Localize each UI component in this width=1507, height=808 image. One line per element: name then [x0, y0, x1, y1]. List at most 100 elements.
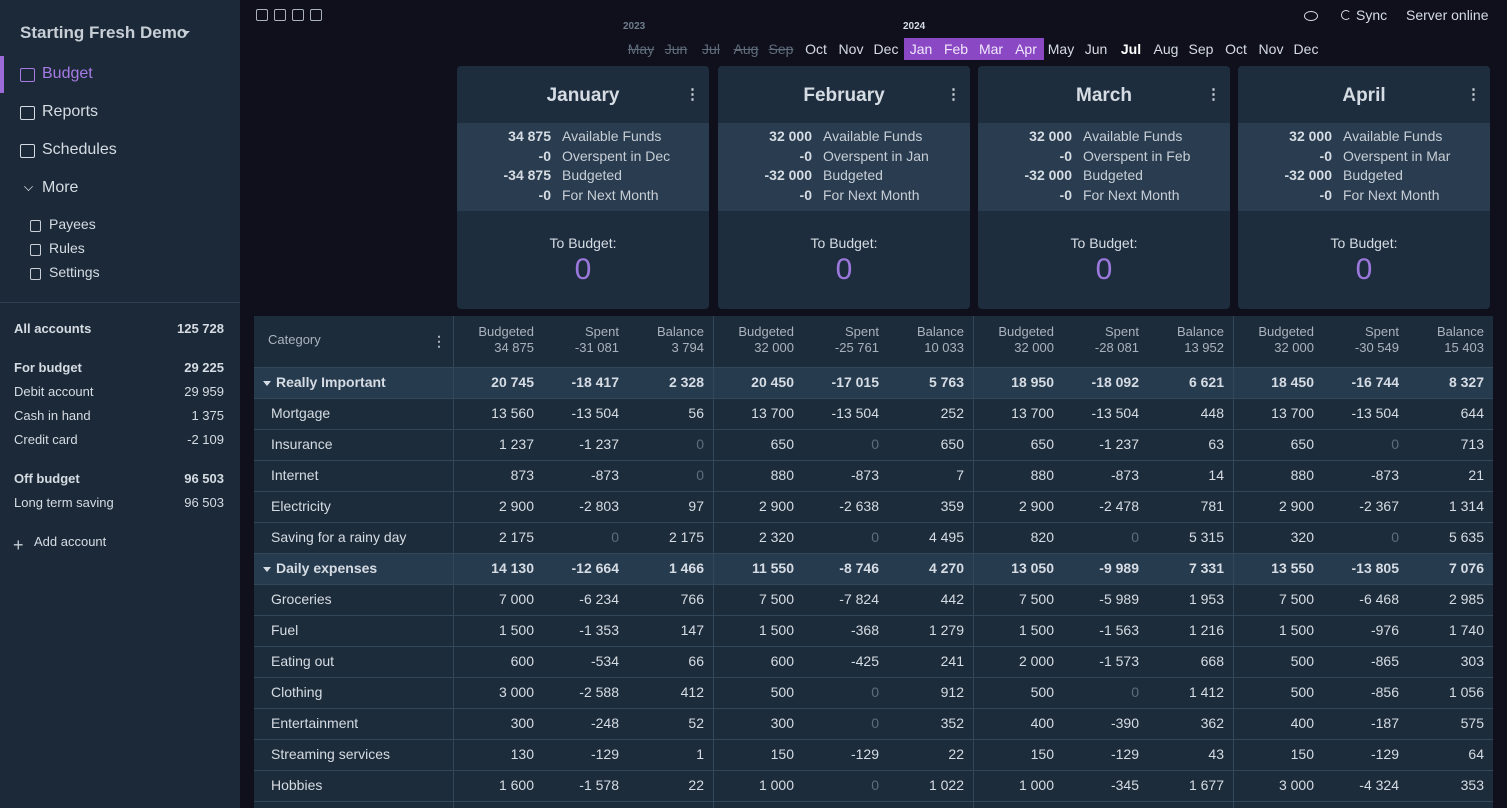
view-icon[interactable]: [274, 9, 286, 21]
category-amount[interactable]: 1 237: [498, 436, 534, 452]
nav-item[interactable]: Budget: [42, 65, 93, 82]
to-budget-value[interactable]: 0: [1355, 253, 1373, 286]
category-amount[interactable]: 13 700: [1011, 405, 1054, 421]
account-name[interactable]: Long term saving: [14, 495, 114, 510]
category-name[interactable]: Mortgage: [271, 405, 331, 421]
account-name[interactable]: Credit card: [14, 432, 78, 447]
category-amount[interactable]: 7 500: [1018, 591, 1054, 607]
category-amount[interactable]: 7 000: [498, 591, 534, 607]
month-button[interactable]: Apr: [1015, 41, 1037, 57]
account-name[interactable]: Debit account: [14, 384, 94, 399]
category-amount[interactable]: 500: [770, 684, 794, 700]
month-button[interactable]: Nov: [1258, 41, 1284, 57]
account-name[interactable]: Cash in hand: [14, 408, 91, 423]
category-amount[interactable]: 130: [510, 746, 534, 762]
month-button[interactable]: Aug: [1153, 41, 1179, 57]
month-button[interactable]: May: [627, 41, 655, 57]
category-amount[interactable]: 400: [1030, 715, 1054, 731]
sub-nav-item[interactable]: Rules: [49, 240, 85, 256]
month-button[interactable]: Mar: [978, 41, 1004, 57]
category-amount[interactable]: 650: [1290, 436, 1314, 452]
month-button[interactable]: Jan: [909, 41, 933, 57]
category-amount[interactable]: 150: [770, 746, 794, 762]
category-amount[interactable]: 650: [770, 436, 794, 452]
category-amount[interactable]: 2 000: [1018, 653, 1054, 669]
category-amount[interactable]: 13 700: [751, 405, 794, 421]
category-amount[interactable]: 650: [1030, 436, 1054, 452]
view-icon[interactable]: [256, 9, 268, 21]
server-status[interactable]: Server online: [1406, 7, 1489, 23]
account-group-name[interactable]: For budget: [14, 360, 82, 375]
category-amount[interactable]: 320: [1290, 529, 1314, 545]
category-amount[interactable]: 300: [510, 715, 534, 731]
category-amount[interactable]: 500: [1290, 684, 1314, 700]
to-budget-value[interactable]: 0: [835, 253, 853, 286]
month-button[interactable]: Aug: [733, 41, 759, 57]
sub-nav-item[interactable]: Settings: [49, 264, 100, 280]
category-name[interactable]: Insurance: [271, 436, 333, 452]
view-icon[interactable]: [310, 9, 322, 21]
category-amount[interactable]: 1 000: [758, 777, 794, 793]
category-amount[interactable]: 2 900: [1278, 498, 1314, 514]
category-amount[interactable]: 880: [1290, 467, 1314, 483]
category-amount[interactable]: 2 900: [498, 498, 534, 514]
sub-nav-item[interactable]: Payees: [49, 216, 96, 232]
nav-item[interactable]: Reports: [42, 103, 99, 120]
month-button[interactable]: Jul: [1120, 41, 1142, 57]
account-group-name[interactable]: Off budget: [14, 471, 80, 486]
category-amount[interactable]: 2 175: [498, 529, 534, 545]
category-name[interactable]: Saving for a rainy day: [271, 529, 407, 545]
group-name[interactable]: Really Important: [276, 374, 386, 390]
account-group-name[interactable]: All accounts: [14, 321, 92, 336]
category-amount[interactable]: 1 500: [758, 622, 794, 638]
collapse-caret[interactable]: [263, 567, 271, 572]
category-amount[interactable]: 7 500: [1278, 591, 1314, 607]
category-amount[interactable]: 820: [1030, 529, 1054, 545]
category-name[interactable]: Internet: [271, 467, 319, 483]
month-button[interactable]: Jul: [702, 41, 720, 57]
category-amount[interactable]: 13 560: [491, 405, 534, 421]
month-button[interactable]: Sep: [768, 41, 794, 57]
category-amount[interactable]: 1 500: [498, 622, 534, 638]
nav-item[interactable]: Schedules: [42, 141, 117, 158]
nav-item[interactable]: More: [42, 179, 79, 196]
menu-icon[interactable]: ⋮: [685, 86, 700, 103]
category-amount[interactable]: 1 500: [1018, 622, 1054, 638]
month-button[interactable]: Oct: [805, 41, 827, 57]
category-name[interactable]: Hobbies: [271, 777, 323, 793]
category-amount[interactable]: 13 700: [1271, 405, 1314, 421]
month-button[interactable]: Dec: [873, 41, 899, 57]
month-button[interactable]: Nov: [838, 41, 864, 57]
category-amount[interactable]: 150: [1290, 746, 1314, 762]
category-amount[interactable]: 2 320: [758, 529, 794, 545]
menu-icon[interactable]: ⋮: [432, 333, 446, 349]
category-name[interactable]: Groceries: [271, 591, 332, 607]
category-name[interactable]: Streaming services: [271, 746, 391, 762]
add-account[interactable]: Add account: [34, 534, 107, 549]
category-amount[interactable]: 880: [770, 467, 794, 483]
month-button[interactable]: May: [1047, 41, 1075, 57]
category-amount[interactable]: 873: [510, 467, 534, 483]
menu-icon[interactable]: ⋮: [1466, 86, 1481, 103]
category-amount[interactable]: 2 900: [1018, 498, 1054, 514]
category-amount[interactable]: 600: [510, 653, 534, 669]
view-icon[interactable]: [292, 9, 304, 21]
menu-icon[interactable]: ⋮: [1206, 86, 1221, 103]
collapse-caret[interactable]: [263, 381, 271, 386]
category-amount[interactable]: 1 000: [1018, 777, 1054, 793]
to-budget-value[interactable]: 0: [574, 253, 592, 286]
category-amount[interactable]: 400: [1290, 715, 1314, 731]
sync-button[interactable]: Sync: [1356, 7, 1388, 23]
category-amount[interactable]: 880: [1030, 467, 1054, 483]
category-amount[interactable]: 150: [1030, 746, 1054, 762]
category-amount[interactable]: 3 000: [1278, 777, 1314, 793]
category-amount[interactable]: 300: [770, 715, 794, 731]
category-name[interactable]: Entertainment: [271, 715, 359, 731]
month-button[interactable]: Feb: [943, 41, 969, 57]
category-amount[interactable]: 7 500: [758, 591, 794, 607]
month-button[interactable]: Oct: [1225, 41, 1247, 57]
category-amount[interactable]: 2 900: [758, 498, 794, 514]
category-name[interactable]: Electricity: [271, 498, 331, 514]
category-amount[interactable]: 500: [1290, 653, 1314, 669]
category-amount[interactable]: 3 000: [498, 684, 534, 700]
